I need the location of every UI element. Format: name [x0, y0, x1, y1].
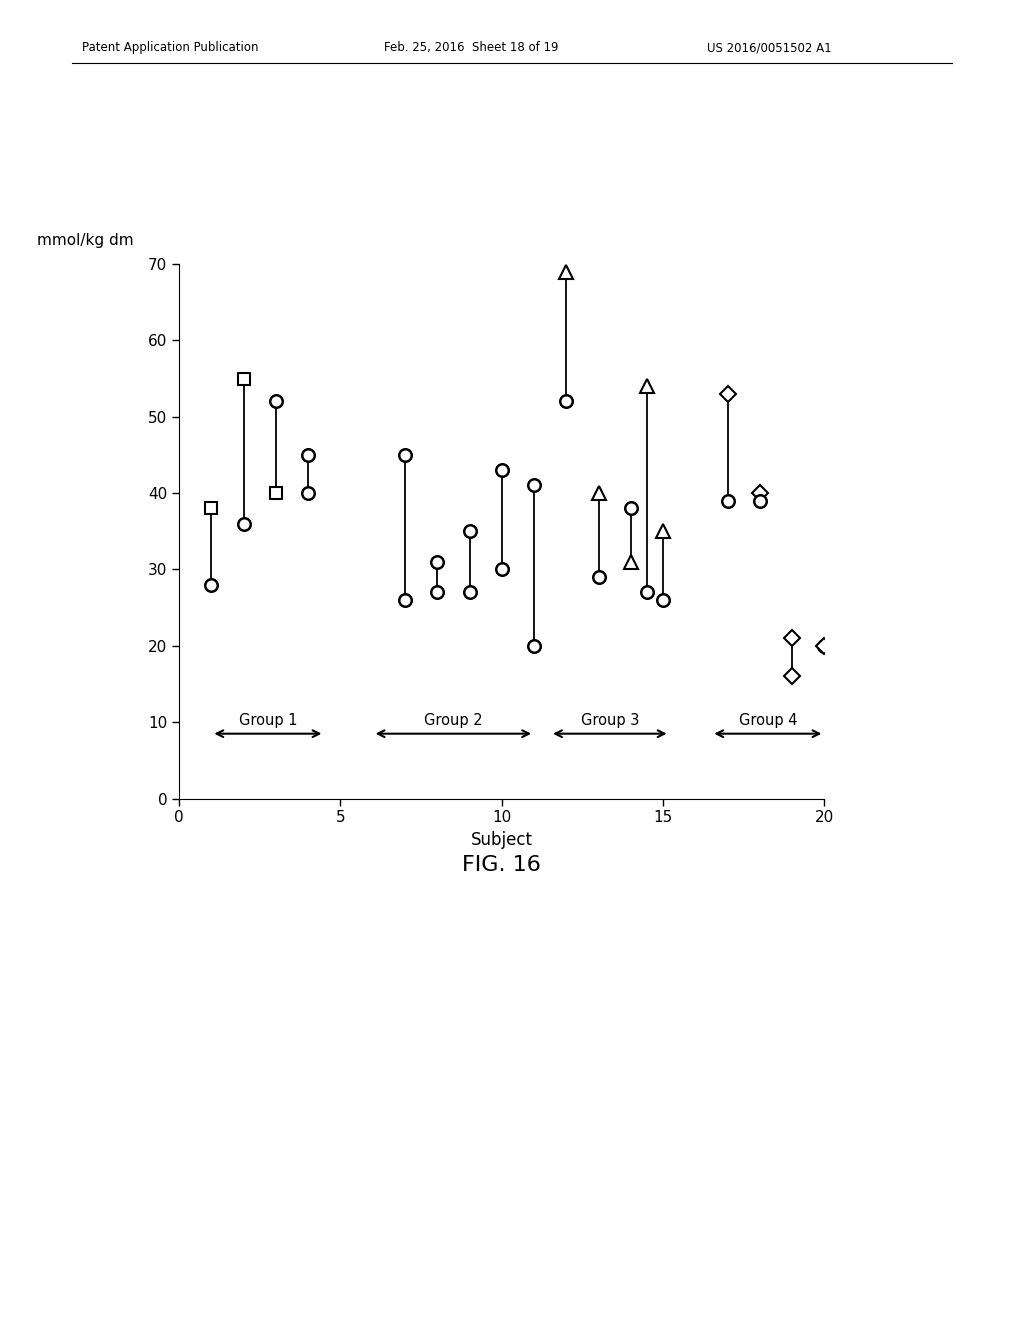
- Text: Group 1: Group 1: [239, 713, 297, 727]
- Text: Group 2: Group 2: [424, 713, 482, 727]
- Text: Group 4: Group 4: [738, 713, 797, 727]
- Text: Patent Application Publication: Patent Application Publication: [82, 41, 258, 54]
- Text: Group 3: Group 3: [581, 713, 639, 727]
- Text: FIG. 16: FIG. 16: [462, 854, 542, 875]
- Text: Feb. 25, 2016  Sheet 18 of 19: Feb. 25, 2016 Sheet 18 of 19: [384, 41, 558, 54]
- X-axis label: Subject: Subject: [471, 832, 532, 849]
- Text: mmol/kg dm: mmol/kg dm: [37, 232, 134, 248]
- Text: US 2016/0051502 A1: US 2016/0051502 A1: [707, 41, 831, 54]
